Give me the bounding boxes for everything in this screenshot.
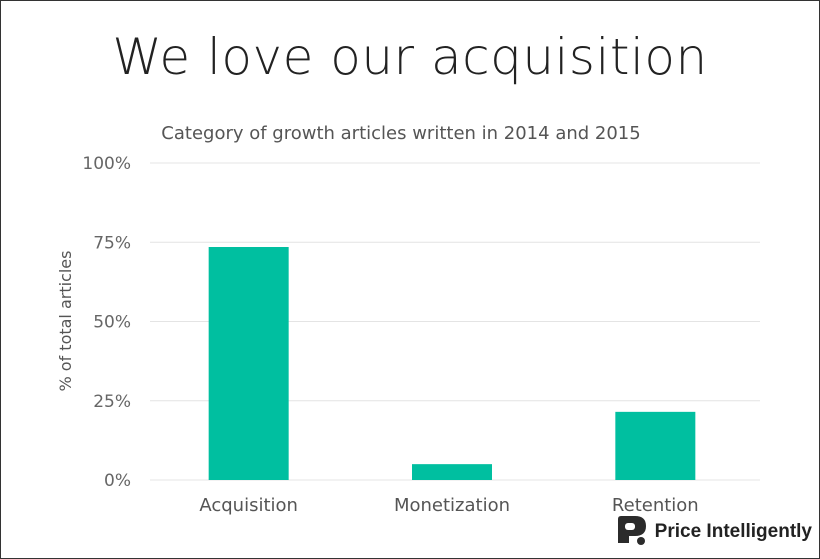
y-tick-label: 25% — [93, 392, 131, 412]
y-tick-label: 50% — [93, 313, 131, 333]
bars — [208, 247, 696, 480]
y-tick-label: 75% — [93, 233, 131, 253]
x-category-label: Monetization — [394, 495, 510, 516]
y-axis-title: % of total articles — [56, 251, 75, 392]
x-category-label: Retention — [612, 495, 699, 516]
price-intelligently-logo-icon — [615, 513, 649, 551]
bar-monetization — [412, 464, 492, 480]
logo-text: Price Intelligently — [654, 521, 812, 542]
brand-logo: Price Intelligently — [615, 513, 812, 551]
x-category-label: Acquisition — [199, 495, 298, 516]
bar-acquisition — [208, 247, 289, 480]
x-axis-categories: Acquisition Monetization Retention — [199, 495, 698, 516]
y-tick-label: 100% — [82, 154, 131, 174]
bar-retention — [615, 411, 696, 480]
headline: We love our acquisition — [112, 28, 708, 86]
y-tick-label: 0% — [104, 471, 131, 491]
chart-subtitle: Category of growth articles written in 2… — [161, 123, 640, 144]
y-axis-ticks: 0% 25% 50% 75% 100% — [82, 154, 131, 491]
